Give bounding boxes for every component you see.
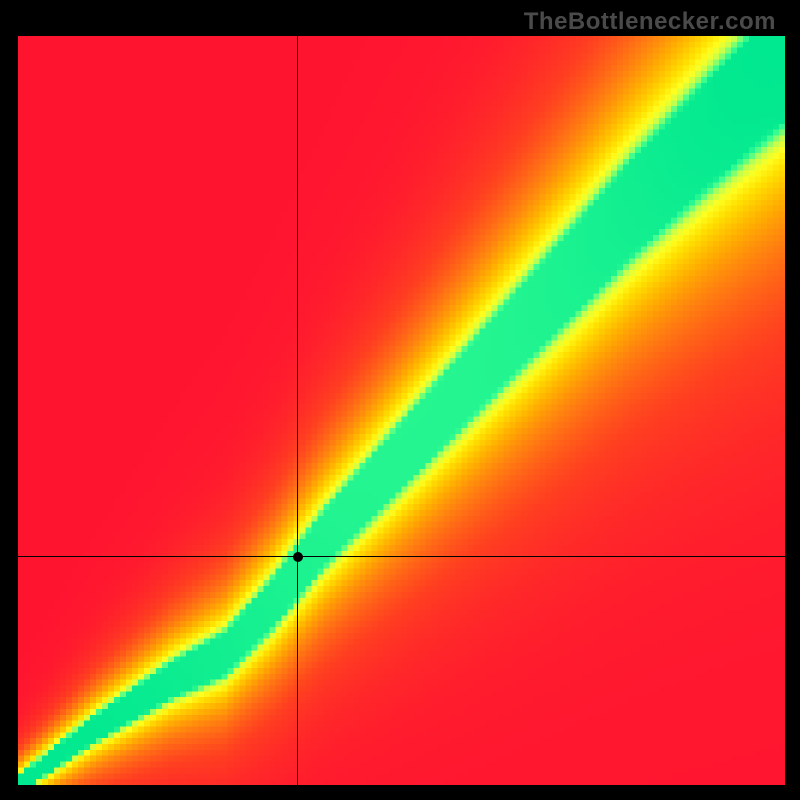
watermark-text: TheBottlenecker.com: [524, 8, 776, 36]
bottleneck-heatmap: [18, 36, 785, 785]
crosshair-marker: [293, 552, 303, 562]
crosshair-horizontal: [18, 556, 785, 557]
crosshair-vertical: [297, 36, 298, 785]
